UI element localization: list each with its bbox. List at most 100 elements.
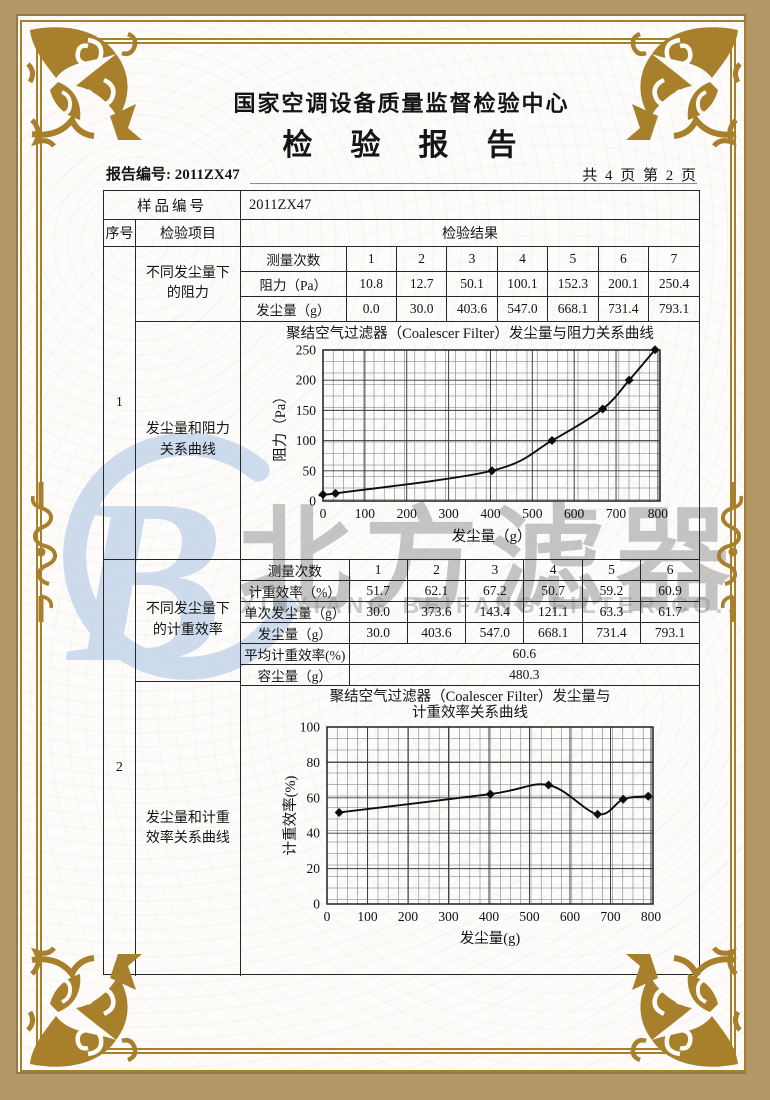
- sample-number-label: 样品编号: [104, 191, 241, 219]
- cell: 100.1: [496, 271, 549, 297]
- table-row: 测量次数 1 2 3 4 5 6: [240, 559, 700, 581]
- svg-text:500: 500: [519, 909, 540, 924]
- row-label: 容尘量（g）: [240, 664, 350, 686]
- svg-text:700: 700: [600, 909, 621, 924]
- cell: 12.7: [395, 271, 448, 297]
- table-row: 测量次数 1 2 3 4 5 6 7: [240, 246, 700, 272]
- organization-title: 国家空调设备质量监督检验中心: [233, 91, 570, 116]
- cell: 2: [395, 246, 448, 272]
- cell: 10.8: [345, 271, 397, 297]
- cell: 4: [496, 246, 549, 272]
- section-2-row: 2 不同发尘量下的计重效率 发尘量和计重效率关系曲线 测量次数 1 2 3: [104, 559, 700, 976]
- svg-text:300: 300: [438, 506, 459, 521]
- cell: 3: [446, 246, 498, 272]
- cell: 30.0: [348, 622, 408, 644]
- svg-text:0: 0: [309, 494, 316, 509]
- resistance-data-table: 测量次数 1 2 3 4 5 6 7 阻力（Pa） 10.8 12.: [240, 246, 700, 322]
- table-row: 平均计重效率(%) 60.6: [240, 643, 700, 665]
- svg-text:200: 200: [296, 373, 317, 388]
- cell: 3: [465, 559, 525, 581]
- cell: 67.2: [465, 580, 525, 602]
- cell: 668.1: [547, 296, 599, 322]
- section-1-item-chart: 发尘量和阻力关系曲线: [145, 422, 230, 458]
- cell: 4: [523, 559, 583, 581]
- svg-text:200: 200: [397, 506, 418, 521]
- cell: 30.0: [395, 296, 448, 322]
- section-2-serial: 2: [104, 560, 136, 976]
- chart-2-title-line2: 计重效率关系曲线: [412, 705, 528, 721]
- table-row: 容尘量（g） 480.3: [240, 664, 700, 686]
- svg-text:100: 100: [300, 720, 321, 735]
- cell: 7: [648, 246, 700, 272]
- cell: 50.7: [523, 580, 583, 602]
- merged-value: 480.3: [348, 664, 700, 686]
- page-indicator: 共 4 页 第 2 页: [582, 168, 698, 184]
- section-1-item-data: 不同发尘量下的阻力: [135, 247, 240, 322]
- svg-text:600: 600: [560, 909, 581, 924]
- svg-text:计重效率(%): 计重效率(%): [282, 775, 299, 855]
- cell: 50.1: [446, 271, 498, 297]
- svg-text:200: 200: [398, 909, 419, 924]
- chart-2-title-line1: 聚结空气过滤器（Coalescer Filter）发尘量与: [329, 689, 611, 705]
- row-label: 测量次数: [240, 246, 347, 272]
- svg-text:0: 0: [320, 506, 327, 521]
- cell: 668.1: [523, 622, 583, 644]
- cell: 403.6: [406, 622, 467, 644]
- cell: 6: [597, 246, 650, 272]
- efficiency-chart: 聚结空气过滤器（Coalescer Filter）发尘量与 计重效率关系曲线 0…: [241, 685, 699, 984]
- cell: 143.4: [465, 601, 525, 623]
- efficiency-data-table: 测量次数 1 2 3 4 5 6 计重效率（%） 51.7 62.1: [240, 559, 700, 686]
- cell: 250.4: [648, 271, 700, 297]
- table-row: 发尘量（g） 30.0 403.6 547.0 668.1 731.4 793.…: [240, 622, 700, 644]
- cell: 0.0: [345, 296, 397, 322]
- cell: 62.1: [406, 580, 467, 602]
- svg-text:0: 0: [313, 897, 320, 912]
- sample-number-row: 样品编号 2011ZX47: [104, 191, 699, 219]
- section-1-item-column: 不同发尘量下的阻力 发尘量和阻力关系曲线: [135, 247, 241, 559]
- svg-text:B: B: [65, 451, 225, 711]
- svg-text:20: 20: [307, 861, 321, 876]
- row-label: 计重效率（%）: [240, 580, 350, 602]
- svg-text:发尘量(g): 发尘量(g): [460, 930, 521, 947]
- table-row: 阻力（Pa） 10.8 12.7 50.1 100.1 152.3 200.1 …: [240, 271, 700, 297]
- cell: 30.0: [348, 601, 408, 623]
- svg-text:600: 600: [564, 506, 585, 521]
- resistance-chart: 聚结空气过滤器（Coalescer Filter）发尘量与阻力关系曲线 0 100…: [241, 321, 699, 563]
- cell: 61.7: [640, 601, 700, 623]
- table-header-row: 序号 检验项目 检验结果: [104, 219, 699, 246]
- cell: 2: [406, 559, 467, 581]
- svg-text:800: 800: [648, 506, 669, 521]
- cell: 121.1: [523, 601, 583, 623]
- cell: 59.2: [581, 580, 642, 602]
- inspection-table: 样品编号 2011ZX47 序号 检验项目 检验结果 1 不同发尘量下的阻力 发…: [103, 190, 700, 976]
- section-2-item-data: 不同发尘量下的计重效率: [135, 560, 240, 682]
- section-2-results: 测量次数 1 2 3 4 5 6 计重效率（%） 51.7 62.1: [240, 559, 700, 976]
- svg-text:700: 700: [606, 506, 627, 521]
- cell: 5: [581, 559, 642, 581]
- table-row: 单次发尘量（g） 30.0 373.6 143.4 121.1 63.3 61.…: [240, 601, 700, 623]
- cell: 200.1: [597, 271, 650, 297]
- sample-number-value: 2011ZX47: [249, 196, 312, 213]
- svg-text:50: 50: [303, 463, 317, 478]
- svg-text:0: 0: [324, 909, 331, 924]
- row-label: 单次发尘量（g）: [240, 601, 350, 623]
- cell: 547.0: [496, 296, 549, 322]
- svg-text:400: 400: [480, 506, 501, 521]
- column-header-result: 检验结果: [442, 227, 498, 242]
- svg-text:500: 500: [522, 506, 543, 521]
- report-title: 检 验 报 告: [282, 129, 521, 162]
- chart-1-plot: 0 100 200 300 400 500 600 700 800 0 50 100 150 200 250…: [272, 343, 669, 546]
- report-number: 报告编号: 2011ZX47: [106, 167, 240, 183]
- svg-text:400: 400: [479, 909, 500, 924]
- svg-text:发尘量（g）: 发尘量（g）: [452, 528, 532, 545]
- chart-2-title: 聚结空气过滤器（Coalescer Filter）发尘量与 计重效率关系曲线: [241, 686, 699, 723]
- svg-text:阻力（Pa）: 阻力（Pa）: [272, 389, 289, 462]
- table-row: 发尘量（g） 0.0 30.0 403.6 547.0 668.1 731.4 …: [240, 296, 700, 322]
- beifang-logo-watermark: B: [63, 432, 298, 711]
- cell: 793.1: [648, 296, 700, 322]
- row-label: 发尘量（g）: [240, 622, 350, 644]
- column-header-serial: 序号: [104, 220, 136, 246]
- svg-text:100: 100: [355, 506, 376, 521]
- cell: 6: [640, 559, 700, 581]
